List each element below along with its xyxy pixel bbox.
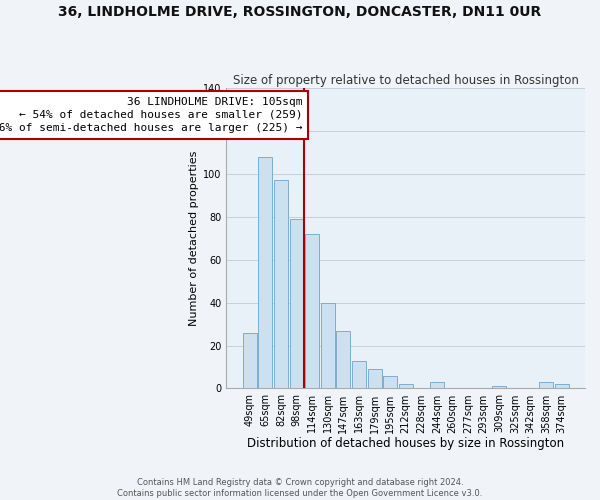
Bar xyxy=(430,382,444,388)
Bar xyxy=(368,369,382,388)
Bar xyxy=(337,330,350,388)
Bar xyxy=(554,384,569,388)
Bar xyxy=(290,219,304,388)
Bar xyxy=(539,382,553,388)
Text: 36 LINDHOLME DRIVE: 105sqm
← 54% of detached houses are smaller (259)
46% of sem: 36 LINDHOLME DRIVE: 105sqm ← 54% of deta… xyxy=(0,96,303,133)
Bar xyxy=(243,332,257,388)
Text: 36, LINDHOLME DRIVE, ROSSINGTON, DONCASTER, DN11 0UR: 36, LINDHOLME DRIVE, ROSSINGTON, DONCAST… xyxy=(58,5,542,19)
Y-axis label: Number of detached properties: Number of detached properties xyxy=(189,150,199,326)
Bar xyxy=(492,386,506,388)
Bar xyxy=(259,157,272,388)
Text: Contains HM Land Registry data © Crown copyright and database right 2024.
Contai: Contains HM Land Registry data © Crown c… xyxy=(118,478,482,498)
Bar xyxy=(383,376,397,388)
Bar xyxy=(321,302,335,388)
Bar xyxy=(305,234,319,388)
Title: Size of property relative to detached houses in Rossington: Size of property relative to detached ho… xyxy=(233,74,578,87)
X-axis label: Distribution of detached houses by size in Rossington: Distribution of detached houses by size … xyxy=(247,437,565,450)
Bar xyxy=(274,180,288,388)
Bar xyxy=(399,384,413,388)
Bar xyxy=(352,360,366,388)
